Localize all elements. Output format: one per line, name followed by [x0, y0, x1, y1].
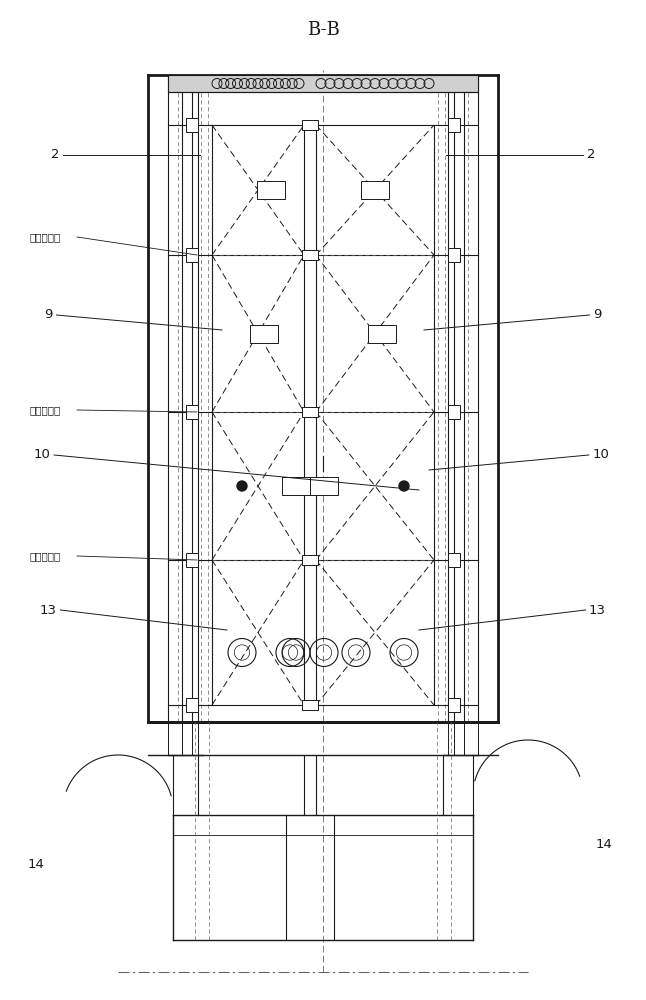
Text: 2: 2 [587, 148, 596, 161]
Bar [302, 407, 318, 417]
Bar [250, 324, 278, 342]
Bar [302, 250, 318, 260]
Text: 9: 9 [594, 308, 601, 322]
Bar [368, 324, 396, 342]
Bar [168, 75, 478, 92]
Text: 2: 2 [50, 148, 59, 161]
Bar [361, 181, 389, 199]
Text: 13: 13 [589, 603, 606, 616]
Bar [257, 181, 285, 199]
Text: B-B: B-B [307, 21, 339, 39]
Bar [448, 553, 460, 567]
Bar [186, 698, 198, 712]
Text: 10: 10 [592, 448, 609, 462]
Text: 吹灰预留孔: 吹灰预留孔 [29, 232, 60, 242]
Text: 吹灰预留孔: 吹灰预留孔 [29, 551, 60, 561]
Bar [302, 555, 318, 565]
Text: 14: 14 [27, 858, 44, 871]
Bar [302, 700, 318, 710]
Bar [186, 248, 198, 262]
Text: 吹灰预留孔: 吹灰预留孔 [29, 405, 60, 415]
Text: 9: 9 [45, 308, 52, 322]
Bar [310, 477, 338, 495]
Bar [448, 118, 460, 132]
Bar [302, 120, 318, 130]
Bar [186, 405, 198, 419]
Bar [186, 118, 198, 132]
Bar [448, 405, 460, 419]
Bar [282, 477, 310, 495]
Bar [186, 553, 198, 567]
Text: 13: 13 [40, 603, 57, 616]
Bar [448, 698, 460, 712]
Circle shape [237, 481, 247, 491]
Circle shape [399, 481, 409, 491]
Text: 14: 14 [596, 838, 612, 852]
Bar [448, 248, 460, 262]
Text: 10: 10 [34, 448, 50, 462]
